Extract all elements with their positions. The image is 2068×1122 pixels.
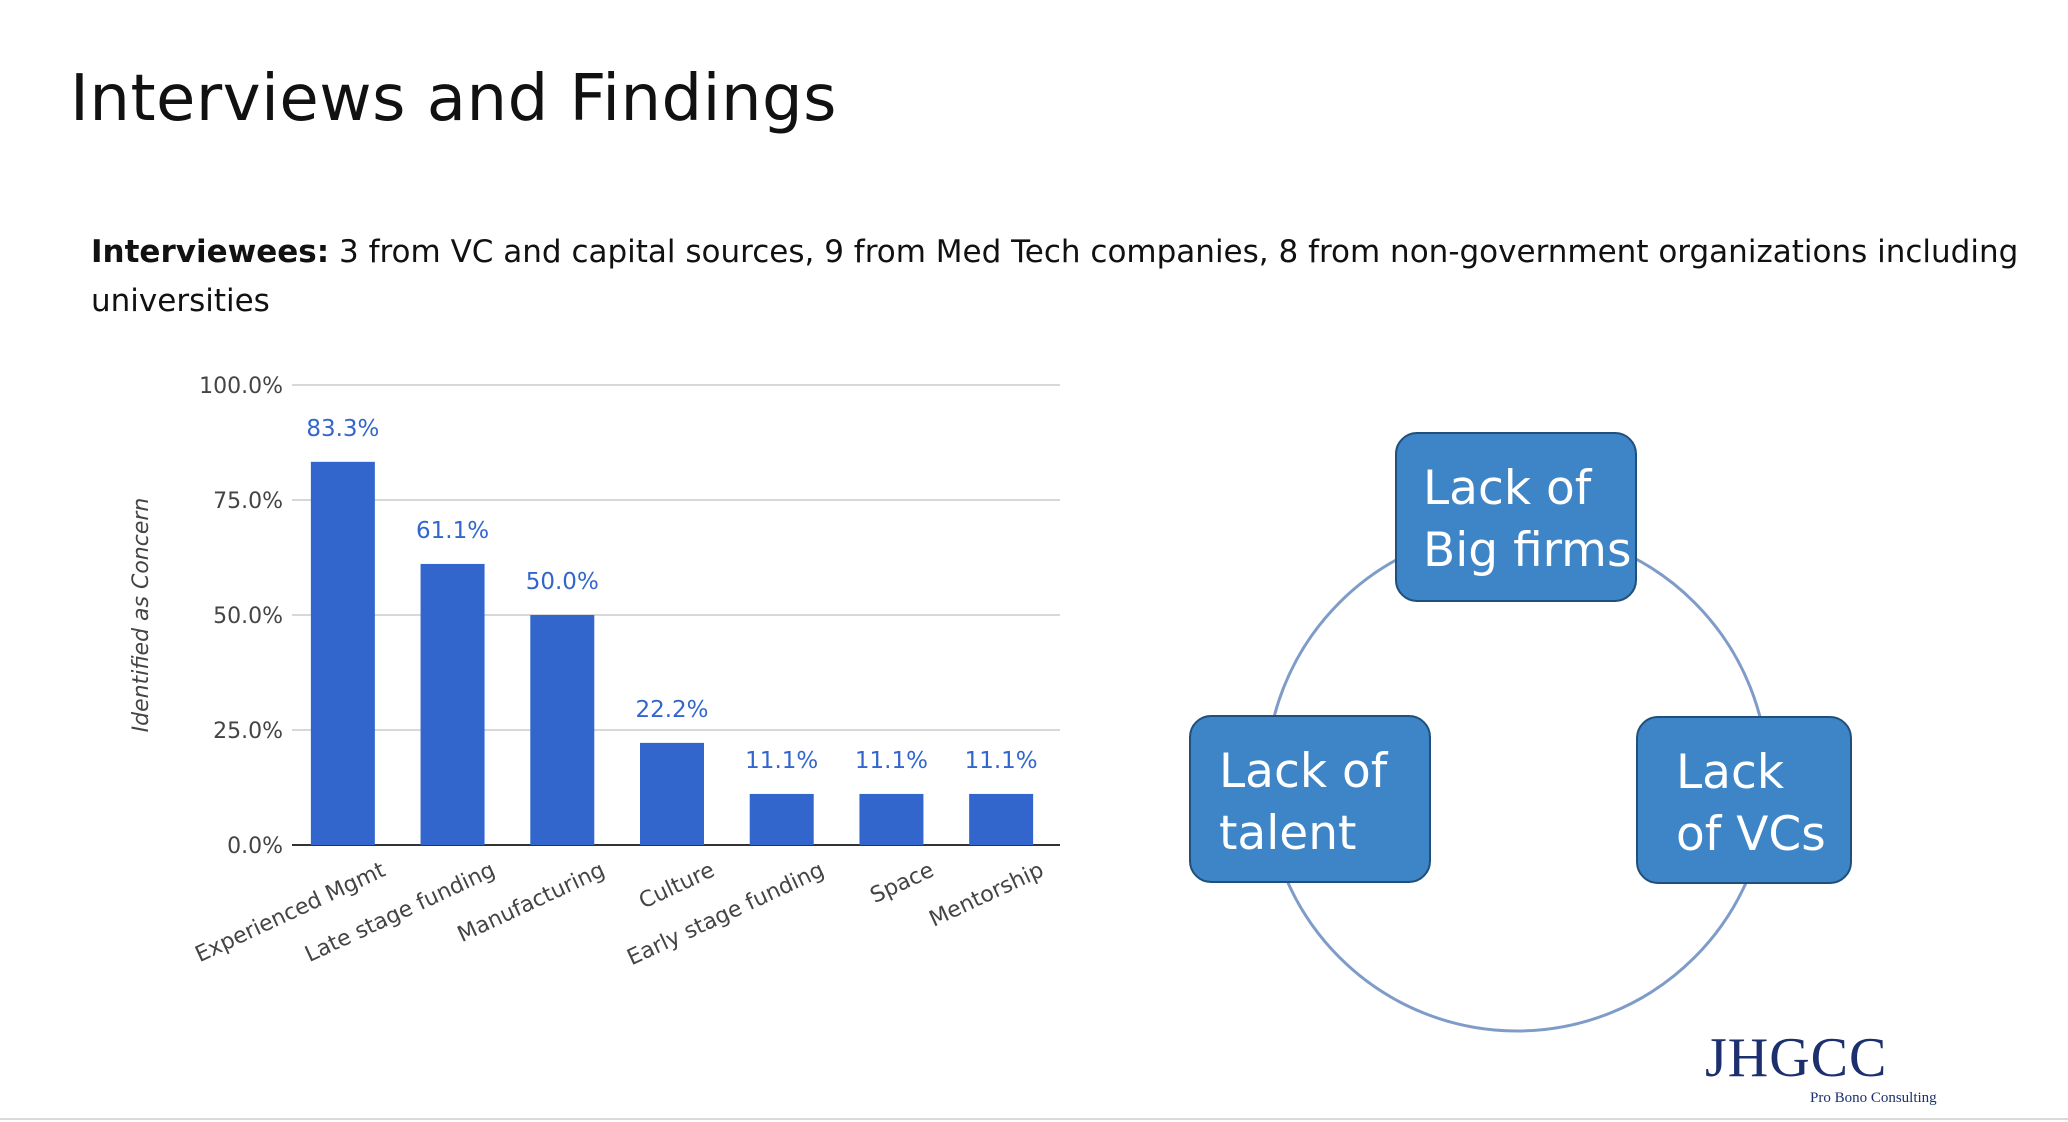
bar (859, 793, 924, 845)
bar (420, 563, 485, 845)
bar (969, 793, 1034, 845)
y-axis-label: Identified as Concern (129, 498, 154, 733)
bar (310, 461, 375, 845)
lack-of-talent-line2: talent (1219, 806, 1357, 861)
data-label: 50.0% (526, 569, 599, 595)
interviewees-lead: Interviewees: (91, 234, 330, 270)
y-tick-label: 75.0% (213, 489, 283, 514)
y-tick-label: 100.0% (199, 374, 283, 399)
lack-of-talent-line1: Lack of (1219, 744, 1388, 799)
interviewees-summary: Interviewees: 3 from VC and capital sour… (91, 228, 2021, 326)
lack-of-vcs-box: Lack of VCs (1636, 716, 1852, 884)
lack-of-vcs-line1: Lack (1676, 745, 1785, 800)
data-label: 83.3% (306, 416, 379, 442)
jhgcc-logo: JHGCC Pro Bono Consulting (1705, 1030, 1965, 1107)
concern-bar-chart: 0.0% 25.0% 50.0% 75.0% 100.0% Identified as C… (129, 374, 1060, 971)
interviewees-text: 3 from VC and capital sources, 9 from Me… (91, 234, 2019, 319)
logo-wordmark: JHGCC (1705, 1027, 1888, 1089)
lack-of-vcs-line2: of VCs (1676, 807, 1826, 862)
data-label: 11.1% (965, 748, 1038, 774)
data-label: 11.1% (855, 748, 928, 774)
lack-of-talent-box: Lack of talent (1189, 715, 1431, 883)
logo-tagline: Pro Bono Consulting (1810, 1090, 1937, 1106)
bottom-divider (0, 1118, 2068, 1120)
lack-of-big-firms-line2: Big firms (1423, 523, 1632, 578)
data-label: 22.2% (635, 697, 708, 723)
y-tick-label: 25.0% (213, 719, 283, 744)
bar (640, 742, 704, 845)
y-tick-label: 0.0% (227, 834, 283, 859)
bar (530, 615, 595, 845)
data-label: 61.1% (416, 518, 489, 544)
y-tick-label: 50.0% (213, 604, 283, 629)
bar (749, 793, 814, 845)
lack-of-big-firms-box: Lack of Big firms (1395, 432, 1637, 602)
slide-title: Interviews and Findings (70, 62, 837, 136)
data-label: 11.1% (745, 748, 818, 774)
lack-of-big-firms-line1: Lack of (1423, 461, 1592, 516)
